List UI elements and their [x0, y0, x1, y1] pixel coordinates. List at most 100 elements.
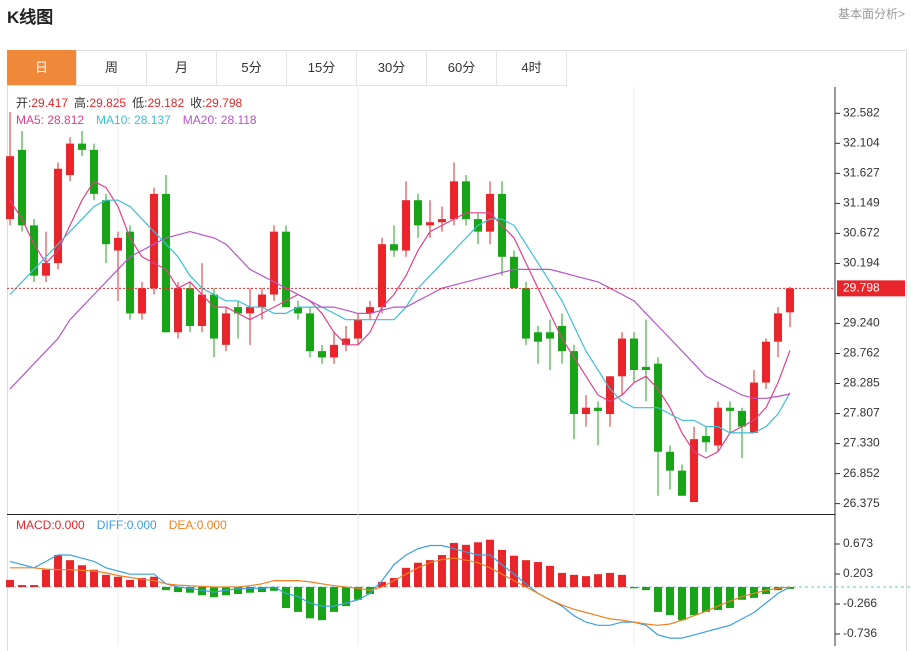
info-value: 29.182 — [147, 96, 185, 110]
y-tick-label: 0.203 — [843, 566, 873, 580]
candle-body — [174, 288, 182, 333]
last-price-box — [837, 280, 905, 297]
candle-body — [378, 244, 386, 308]
candle-body — [234, 307, 242, 314]
macd-bar — [246, 586, 254, 593]
macd-bar — [438, 555, 446, 587]
macd-bar — [546, 565, 554, 587]
last-price-label: 29.798 — [843, 281, 880, 295]
candle-body — [690, 439, 698, 503]
legend-entry: MA20: 28.118 — [182, 113, 257, 127]
candle-body — [762, 341, 770, 383]
macd-bar — [498, 549, 506, 587]
candle-body — [594, 407, 602, 411]
macd-bar — [630, 586, 638, 589]
tab[interactable]: 5分 — [217, 50, 287, 86]
candle-body — [54, 168, 62, 264]
y-tick-label: -0.266 — [843, 596, 877, 610]
candle-body — [450, 181, 458, 220]
macd-bar — [282, 586, 290, 609]
y-tick-label: 30.672 — [843, 226, 880, 240]
macd-bar — [270, 586, 278, 591]
macd-bar — [486, 539, 494, 587]
macd-bar — [570, 574, 578, 587]
macd-bar — [426, 560, 434, 587]
y-tick-label: 28.762 — [843, 346, 880, 360]
candle-body — [162, 193, 170, 333]
candle-body — [462, 181, 470, 220]
macd-bar — [330, 586, 338, 612]
macd-bar — [594, 574, 602, 587]
info-value: 29.798 — [205, 96, 243, 110]
macd-bar — [174, 586, 182, 593]
chart-frame — [7, 50, 907, 651]
info-item: 收:29.798 — [190, 94, 242, 111]
legend-entry: MA5: 28.812 — [16, 113, 85, 127]
y-tick-label: 31.149 — [843, 196, 880, 210]
candle-body — [18, 149, 26, 226]
candle-body — [510, 256, 518, 289]
candle-body — [222, 313, 230, 345]
candle-body — [678, 470, 686, 496]
candle-body — [282, 231, 290, 308]
macd-bar — [234, 586, 242, 595]
candle-body — [138, 288, 146, 314]
tab[interactable]: 15分 — [287, 50, 357, 86]
tab[interactable]: 30分 — [357, 50, 427, 86]
info-value: 29.417 — [31, 96, 69, 110]
line-series — [9, 199, 791, 434]
macd-bar — [342, 586, 350, 607]
candle-body — [606, 376, 614, 415]
macd-bar — [414, 562, 422, 587]
macd-bar — [198, 586, 206, 596]
macd-bar — [294, 586, 302, 612]
candle-body — [186, 288, 194, 326]
y-tick-label: 27.330 — [843, 436, 880, 450]
macd-bar — [102, 574, 110, 587]
tab[interactable]: 月 — [147, 50, 217, 86]
y-tick-label: 30.194 — [843, 256, 880, 270]
y-tick-label: 28.285 — [843, 376, 880, 390]
candle-body — [90, 149, 98, 194]
macd-bar — [678, 586, 686, 621]
macd-bar — [66, 560, 74, 587]
candle-body — [522, 288, 530, 339]
candle-body — [126, 231, 134, 314]
macd-bar — [318, 586, 326, 621]
macd-bar — [138, 578, 146, 587]
candle-body — [342, 338, 350, 345]
macd-bar — [222, 586, 230, 596]
macd-bar — [522, 560, 530, 587]
legend-entry: MACD:0.000 — [16, 518, 85, 532]
candle-body — [66, 143, 74, 176]
macd-bar — [126, 579, 134, 587]
macd-bar — [606, 572, 614, 587]
macd-bar — [462, 544, 470, 587]
candle-body — [114, 237, 122, 251]
y-tick-label: 32.104 — [843, 136, 880, 150]
candle-body — [642, 366, 650, 370]
candle-body — [534, 332, 542, 342]
macd-bar — [6, 579, 14, 587]
candle-body — [390, 244, 398, 251]
fundamentals-link[interactable]: 基本面分析> — [837, 7, 905, 21]
info-label: 低: — [132, 96, 148, 110]
candle-body — [102, 200, 110, 245]
candle-body — [330, 344, 338, 358]
ohlc-info: 开:29.417 高:29.825 低:29.182 收:29.798 — [16, 94, 242, 111]
macd-bar — [390, 578, 398, 587]
line-series — [9, 230, 791, 399]
macd-bar — [402, 567, 410, 587]
tab[interactable]: 周 — [77, 50, 147, 86]
candle-body — [726, 407, 734, 411]
tab[interactable]: 4时 — [497, 50, 567, 86]
tab[interactable]: 日 — [7, 50, 77, 86]
info-value: 29.825 — [89, 96, 127, 110]
tab[interactable]: 60分 — [427, 50, 497, 86]
candle-body — [402, 200, 410, 251]
macd-bar — [42, 569, 50, 587]
y-tick-label: 29.240 — [843, 316, 880, 330]
candle-body — [666, 451, 674, 471]
candle-body — [414, 200, 422, 226]
candle-body — [570, 351, 578, 415]
